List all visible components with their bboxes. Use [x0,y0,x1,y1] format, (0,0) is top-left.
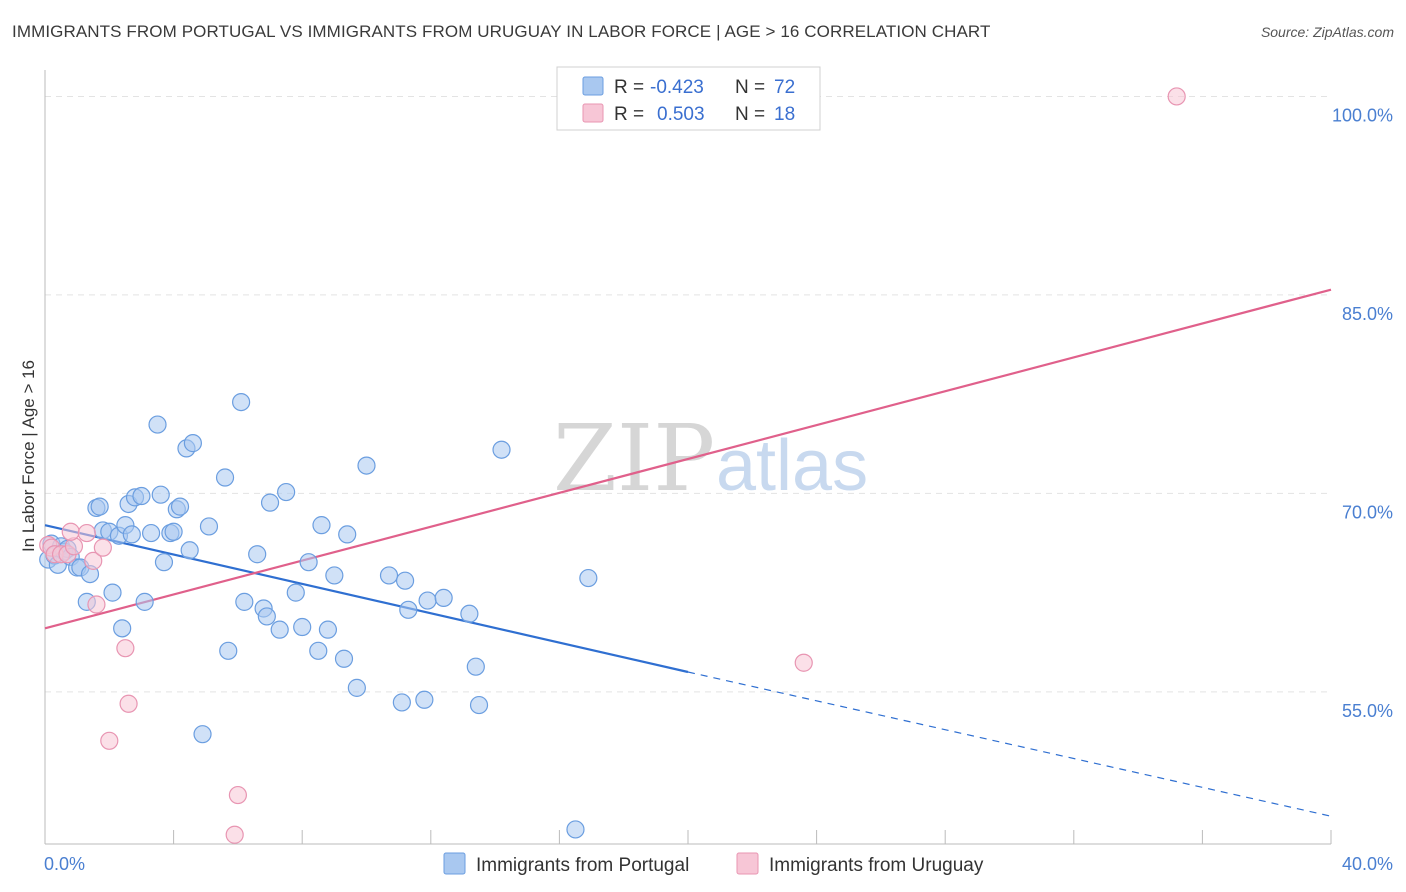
legend-label-portugal: Immigrants from Portugal [476,855,689,876]
stats-r-label-portugal: R = [614,77,644,98]
stats-legend: R = -0.423 N = 72 R = 0.503 N = 18 [556,66,821,131]
point-portugal-49 [293,617,312,637]
chart-title: IMMIGRANTS FROM PORTUGAL VS IMMIGRANTS F… [12,22,991,41]
point-portugal-28 [154,553,174,572]
point-portugal-48 [286,583,305,602]
trend-line-uruguay [44,288,1332,630]
watermark: ZIP atlas [553,405,868,512]
point-uruguay-7 [77,523,96,543]
point-portugal-58 [357,456,376,475]
stats-legend-swatch-uruguay [582,103,604,123]
point-portugal-30 [164,522,183,541]
point-portugal-25 [141,523,161,543]
stats-legend-swatch-portugal [582,76,604,96]
x-tick-label-max: 40.0% [1342,854,1393,874]
point-portugal-54 [325,566,344,585]
x-tick-labels: 0.0% 40.0% [44,854,1393,874]
point-portugal-65 [434,588,453,608]
point-portugal-41 [235,592,254,611]
point-portugal-63 [415,690,434,709]
point-portugal-50 [299,553,318,572]
point-portugal-23 [132,486,151,506]
trend-line-portugal [44,524,689,674]
point-portugal-42 [248,545,267,564]
y-tick-labels: 55.0% 70.0% 85.0% 100.0% [1332,105,1393,720]
point-uruguay-12 [116,639,135,658]
point-portugal-69 [492,440,511,459]
point-portugal-37 [199,517,219,536]
point-uruguay-14 [228,785,247,805]
stats-r-value-uruguay: 0.503 [657,104,705,125]
trend-lines [44,288,1332,817]
point-portugal-27 [151,485,170,504]
point-uruguay-16 [794,653,813,672]
legend-swatch-uruguay [736,852,759,875]
point-portugal-35 [183,434,202,453]
point-portugal-60 [392,693,411,712]
point-portugal-57 [347,678,366,697]
point-portugal-68 [469,695,489,715]
stats-r-label-uruguay: R = [614,104,644,125]
point-portugal-44 [257,607,276,626]
point-portugal-56 [338,525,357,544]
point-portugal-59 [379,566,399,585]
point-portugal-46 [270,620,289,639]
point-portugal-34 [180,541,199,560]
y-axis-label: In Labor Force | Age > 16 [19,360,38,552]
x-tick-label-min: 0.0% [44,854,85,874]
legend-swatch-portugal [443,852,466,875]
point-portugal-16 [103,583,122,602]
point-portugal-32 [170,497,190,516]
point-uruguay-6 [61,522,80,541]
stats-n-label-uruguay: N = [735,104,765,125]
point-portugal-66 [460,604,479,623]
axes [44,70,1332,845]
point-portugal-39 [219,641,238,660]
point-portugal-62 [399,600,418,619]
point-portugal-45 [260,493,280,512]
point-portugal-55 [334,649,354,668]
point-portugal-36 [193,725,212,744]
point-uruguay-10 [93,538,112,557]
stats-n-label-portugal: N = [735,77,765,98]
point-uruguay-8 [84,551,103,570]
point-portugal-24 [135,592,154,611]
point-uruguay-17 [1167,87,1186,106]
data-points [39,87,1186,844]
point-portugal-64 [418,591,437,610]
point-portugal-61 [395,571,415,590]
point-portugal-13 [90,497,109,516]
y-tick-label-100: 100.0% [1332,105,1393,125]
point-uruguay-15 [225,825,244,844]
legend-label-uruguay: Immigrants from Uruguay [769,855,984,876]
point-portugal-18 [113,619,132,638]
point-portugal-67 [466,657,485,676]
point-portugal-71 [579,568,598,588]
point-portugal-26 [148,415,167,434]
point-uruguay-13 [119,694,138,713]
point-uruguay-9 [87,595,106,614]
stats-n-value-portugal: 72 [774,77,795,98]
point-portugal-38 [215,468,235,487]
point-portugal-53 [318,620,338,639]
y-tick-label-85: 85.0% [1342,304,1393,324]
point-portugal-47 [277,482,296,502]
point-portugal-21 [122,525,141,544]
stats-r-value-portugal: -0.423 [650,77,704,98]
watermark-atlas: atlas [716,426,868,506]
point-uruguay-11 [100,731,119,750]
chart-source: Source: ZipAtlas.com [1260,24,1394,40]
stats-n-value-uruguay: 18 [774,104,795,125]
bottom-legend: Immigrants from Portugal Immigrants from… [443,852,984,876]
y-tick-label-70: 70.0% [1342,502,1393,522]
y-tick-label-55: 55.0% [1342,701,1393,721]
point-portugal-52 [312,516,331,535]
point-portugal-51 [309,641,328,660]
point-portugal-40 [232,392,251,412]
point-portugal-70 [566,820,585,839]
trend-line-extension-portugal [687,671,1332,817]
